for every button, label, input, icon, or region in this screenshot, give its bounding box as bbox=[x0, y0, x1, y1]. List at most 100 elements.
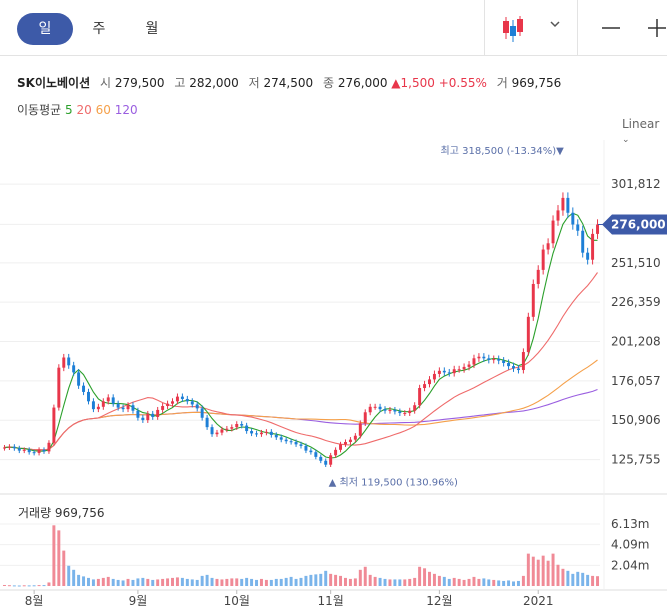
volume-bar bbox=[591, 575, 595, 586]
candle-body bbox=[383, 409, 387, 411]
volume-bar bbox=[156, 579, 160, 586]
volume-bar bbox=[230, 578, 234, 586]
candle-body bbox=[72, 365, 76, 373]
candle bbox=[7, 444, 11, 450]
candle bbox=[447, 368, 451, 377]
candle-body bbox=[2, 447, 6, 449]
ma-20-label[interactable]: 20 bbox=[76, 103, 92, 117]
minimize-icon[interactable] bbox=[596, 8, 626, 48]
volume-bar bbox=[72, 569, 76, 586]
toolbar-divider bbox=[577, 0, 578, 56]
tab-month[interactable]: 월 bbox=[145, 21, 159, 37]
candle bbox=[269, 429, 273, 438]
candle-body bbox=[161, 406, 165, 410]
candle bbox=[358, 420, 362, 439]
volume-bar bbox=[363, 566, 367, 586]
candle-body bbox=[7, 446, 11, 448]
volume-bar bbox=[210, 577, 214, 586]
change-arrow-icon: ▲ bbox=[391, 76, 401, 90]
candle bbox=[452, 365, 456, 377]
volume-bar bbox=[378, 577, 382, 586]
volume-bar bbox=[87, 577, 90, 586]
candle-body bbox=[87, 391, 90, 402]
candle bbox=[334, 447, 338, 458]
volume-bar bbox=[37, 585, 41, 587]
volume-bar bbox=[329, 573, 333, 586]
candle-body bbox=[37, 449, 41, 453]
candle bbox=[259, 429, 263, 437]
candle bbox=[551, 215, 555, 249]
volume-bar bbox=[42, 585, 46, 587]
candle-body bbox=[437, 370, 441, 374]
candle-body bbox=[52, 407, 56, 443]
x-tick-label: 8월 bbox=[25, 594, 44, 608]
candle bbox=[556, 205, 560, 226]
candle-body bbox=[180, 396, 184, 399]
volume-bar bbox=[487, 579, 491, 586]
volume-bar bbox=[274, 578, 278, 586]
candle-body bbox=[596, 224, 600, 234]
ma-120-label[interactable]: 120 bbox=[114, 103, 138, 117]
candle-body bbox=[334, 449, 338, 456]
volume-bar bbox=[57, 530, 61, 586]
candle bbox=[91, 398, 95, 413]
candle-body bbox=[462, 366, 466, 370]
candle-body bbox=[259, 432, 263, 435]
price-tick-label: 125,755 bbox=[611, 453, 661, 467]
x-tick-label: 12월 bbox=[426, 594, 452, 608]
candle-body bbox=[166, 403, 170, 407]
volume-bar bbox=[195, 579, 199, 586]
volume-bar bbox=[319, 573, 323, 586]
candlestick-icon[interactable] bbox=[496, 8, 546, 48]
candle bbox=[309, 448, 313, 455]
volume-bar bbox=[561, 568, 565, 586]
volume-bar bbox=[111, 578, 115, 586]
candle-body bbox=[551, 220, 555, 244]
candle-body bbox=[353, 435, 357, 440]
candle-body bbox=[487, 358, 491, 360]
candle bbox=[442, 367, 446, 376]
moving-average-legend: 이동평균 5 20 60 120 bbox=[17, 101, 138, 118]
volume-bar bbox=[82, 576, 86, 586]
candle-body bbox=[477, 356, 481, 359]
scale-selector[interactable]: Linear ⌄ bbox=[622, 117, 667, 145]
candle-body bbox=[42, 449, 46, 452]
candle-body bbox=[457, 369, 461, 371]
high-annotation: 최고 318,500 (-13.34%)▼ bbox=[441, 145, 565, 157]
x-tick-label: 2021 bbox=[523, 594, 554, 608]
volume-bar bbox=[586, 574, 590, 586]
volume-bar bbox=[62, 550, 66, 586]
candle-body bbox=[289, 441, 293, 443]
candle bbox=[274, 432, 278, 440]
candle bbox=[581, 225, 585, 258]
candle bbox=[111, 394, 115, 407]
candle-body bbox=[546, 243, 550, 250]
volume-bar bbox=[512, 581, 515, 586]
plus-icon[interactable] bbox=[640, 8, 667, 48]
volume-label: 거 bbox=[496, 76, 508, 90]
candle bbox=[32, 449, 36, 456]
ma-60-label[interactable]: 60 bbox=[95, 103, 111, 117]
tab-week[interactable]: 주 bbox=[92, 21, 106, 37]
ma-5-label[interactable]: 5 bbox=[65, 103, 73, 117]
volume-bar bbox=[403, 579, 407, 586]
volume-bar bbox=[264, 579, 268, 586]
candle-body bbox=[96, 406, 100, 410]
candle bbox=[200, 405, 204, 421]
volume-bar bbox=[571, 573, 575, 586]
candle bbox=[47, 440, 51, 454]
candle bbox=[141, 414, 145, 423]
candle-body bbox=[269, 431, 273, 435]
candle bbox=[151, 410, 155, 420]
candle bbox=[171, 398, 174, 407]
chevron-down-icon[interactable] bbox=[545, 8, 567, 48]
candle-body bbox=[111, 397, 115, 404]
tab-day[interactable]: 일 bbox=[17, 13, 73, 45]
volume-bar bbox=[413, 577, 417, 586]
candle-body bbox=[27, 449, 31, 453]
volume-bar bbox=[408, 578, 412, 586]
volume-bar bbox=[215, 578, 219, 586]
candle-body bbox=[17, 448, 21, 451]
scale-label: Linear bbox=[622, 117, 660, 131]
